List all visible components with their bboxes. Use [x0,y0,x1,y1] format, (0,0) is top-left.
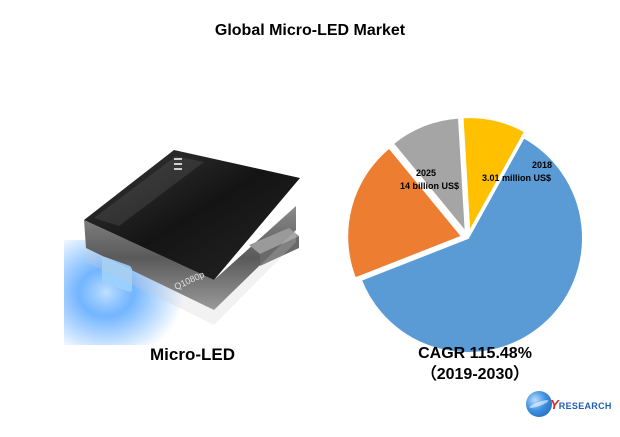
pie-slice-3 [461,116,527,236]
annotation-2018-year: 2018 [532,160,552,170]
cagr-value: CAGR 115.48% [418,345,532,362]
annotation-2018-value: 3.01 million US$ [482,173,551,183]
annotation-2025-year: 2025 [416,168,436,178]
pie-slice-1 [346,146,464,280]
pie-slice-2 [391,116,467,236]
logo-suffix: RESEARCH [558,400,612,411]
product-label: Micro-LED [150,345,235,364]
pie-slice-0 [359,136,584,354]
cagr-period: （2019-2030） [420,366,530,383]
page-title: Global Micro-LED Market [214,22,406,39]
cagr-block: CAGR 115.48% （2019-2030） [385,343,565,385]
annotation-2025-value: 14 billion US$ [400,181,459,191]
globe-icon [526,391,552,417]
micro-led-device-image: Q1080p [64,150,300,345]
qyresearch-logo: QY RESEARCH [526,388,612,420]
